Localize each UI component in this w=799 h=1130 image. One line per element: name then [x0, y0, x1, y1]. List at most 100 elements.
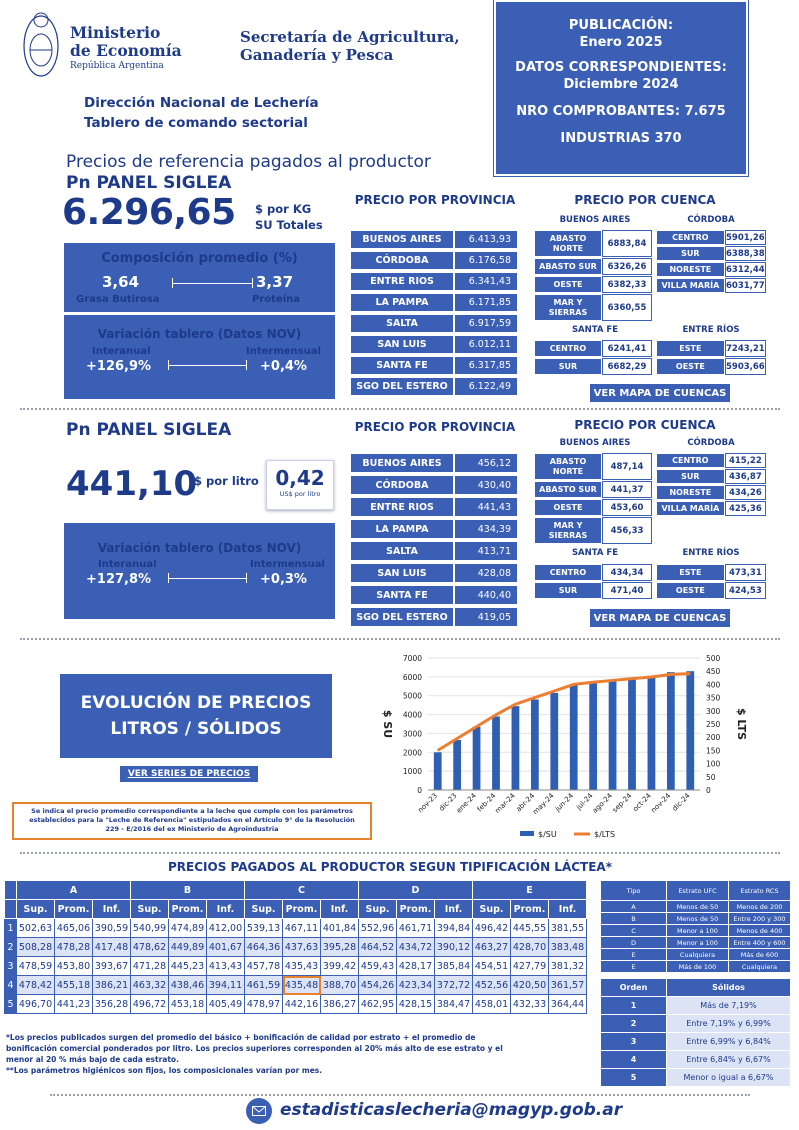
cuenca-name: SUR [656, 469, 725, 484]
ministry-line2: de Economía [70, 41, 182, 60]
group-header: C [244, 880, 359, 900]
orden-row: 2 Entre 7,19% y 6,99% [600, 1014, 791, 1033]
y2-tick-label: 250 [706, 720, 721, 729]
price-cell: 434,72 [396, 937, 435, 957]
price-cell: 496,70 [16, 994, 55, 1014]
price-cell: 449,89 [168, 937, 207, 957]
price-cell: 412,00 [206, 918, 245, 938]
kg-cba-title: CÓRDOBA [687, 215, 735, 225]
tipo-cell: Entre 200 y 300 [728, 912, 791, 925]
cuenca-name: NORESTE [656, 262, 725, 277]
kg-province-table: BUENOS AIRES 6.413,93 CÓRDOBA 6.176,58 ENTRE… [350, 230, 518, 398]
bar-su [569, 685, 578, 790]
tipo-cell: E [600, 948, 667, 961]
price-cell: 454,26 [358, 975, 397, 995]
tipo-table: Tipo Estrato UFC Estrato RCS A Menos de 50 Me… [600, 880, 791, 973]
cuenca-name: CENTRO [656, 230, 725, 245]
sub-header: Sup. [16, 899, 55, 919]
footer-email[interactable]: estadisticaslecheria@magyp.gob.ar [280, 1100, 623, 1120]
solidos-range: Entre 7,19% y 6,99% [666, 1014, 791, 1033]
sub-header: Prom. [510, 899, 549, 919]
price-cell: 465,06 [54, 918, 93, 938]
sub-header: Inf. [206, 899, 245, 919]
province-name: SALTA [350, 541, 454, 561]
cuenca-row: SUR 6682,29 [534, 358, 652, 375]
province-value: 6.917,59 [454, 314, 518, 333]
price-cell: 401,67 [206, 937, 245, 957]
pub-label: PUBLICACIÓN: [568, 18, 674, 33]
province-name: SGO DEL ESTERO [350, 377, 454, 396]
group-header: A [16, 880, 131, 900]
province-value: 440,40 [454, 585, 518, 605]
price-cell: 428,17 [396, 956, 435, 976]
province-name: SANTA FE [350, 356, 454, 375]
tipo-header: Tipo [600, 880, 667, 901]
cuenca-row: SUR 471,40 [534, 582, 652, 599]
province-value: 6.317,85 [454, 356, 518, 375]
tipo-cell: Menos de 50 [666, 912, 729, 925]
tipo-cell: Menos de 400 [728, 924, 791, 937]
kg-panel-title: Pn PANEL SIGLEA [66, 173, 232, 193]
orden-number: 4 [600, 1050, 667, 1069]
cuenca-row: OESTE 6382,33 [534, 276, 652, 294]
price-cell: 452,56 [472, 975, 511, 995]
province-value: 441,43 [454, 497, 518, 517]
tipo-cell: B [600, 912, 667, 925]
grasa-label: Grasa Butirosa [76, 294, 160, 305]
legend-su: $/SU [538, 830, 557, 839]
orden-row: 1 Más de 7,19% [600, 996, 791, 1015]
province-value: 434,39 [454, 519, 518, 539]
bar-su [492, 716, 500, 790]
sub-header: Inf. [92, 899, 131, 919]
y2-axis-label: $ LTS [735, 708, 748, 740]
sub-header: Inf. [548, 899, 587, 919]
price-cell: 474,89 [168, 918, 207, 938]
kg-map-button[interactable]: VER MAPA DE CUENCAS [590, 384, 730, 402]
lt-map-button[interactable]: VER MAPA DE CUENCAS [590, 609, 730, 627]
bar-su [433, 752, 442, 790]
tipo-cell: C [600, 924, 667, 937]
tipo-cell: A [600, 900, 667, 913]
province-name: SALTA [350, 314, 454, 333]
solidos-header: Sólidos [666, 978, 791, 997]
cuenca-row: ABASTO SUR 6326,26 [534, 258, 652, 276]
sub-header: Sup. [130, 899, 169, 919]
price-cell: 461,59 [244, 975, 283, 995]
kg-unit2: SU Totales [255, 218, 323, 232]
cuenca-value: 6326,26 [602, 258, 652, 276]
cuenca-name: OESTE [656, 358, 725, 375]
lt-ba-title: BUENOS AIRES [559, 438, 631, 448]
cuenca-name: ESTE [656, 340, 725, 357]
x-tick-label: ene-24 [455, 791, 478, 814]
price-cell: 438,46 [168, 975, 207, 995]
x-tick-label: sep-24 [611, 791, 634, 814]
cuenca-row: MAR Y SIERRAS 6360,55 [534, 294, 652, 322]
bar-su [608, 680, 617, 790]
cuenca-name: VILLA MARÍA [656, 501, 725, 516]
line-lts [436, 672, 691, 752]
series-button[interactable]: VER SERIES DE PRECIOS [120, 766, 258, 782]
tipo-cell: Más de 600 [728, 948, 791, 961]
cuenca-name: ABASTO NORTE [534, 453, 602, 481]
lt-panel-title: Pn PANEL SIGLEA [66, 420, 232, 440]
bar-su [686, 671, 695, 790]
orden-header: Orden [600, 978, 667, 997]
price-cell: 385,84 [434, 956, 473, 976]
price-cell: 552,96 [358, 918, 397, 938]
cuenca-row: ESTE 473,31 [656, 564, 766, 581]
tipo-cell: D [600, 936, 667, 949]
price-cell: 508,28 [16, 937, 55, 957]
cuenca-name: CENTRO [534, 340, 602, 357]
price-cell: 463,32 [130, 975, 169, 995]
province-name: SAN LUIS [350, 563, 454, 583]
kg-mens-value: +0,4% [260, 359, 307, 374]
province-name: CÓRDOBA [350, 475, 454, 495]
price-cell: 435,43 [282, 956, 321, 976]
y2-tick-label: 0 [706, 786, 711, 795]
sub-header: Sup. [472, 899, 511, 919]
cuenca-value: 425,36 [724, 501, 766, 516]
lt-mens-label: Intermensual [250, 559, 325, 570]
orden-row: 5 Menor o igual a 6,67% [600, 1068, 791, 1087]
cuenca-value: 7243,21 [724, 340, 766, 357]
cuenca-value: 436,87 [724, 469, 766, 484]
